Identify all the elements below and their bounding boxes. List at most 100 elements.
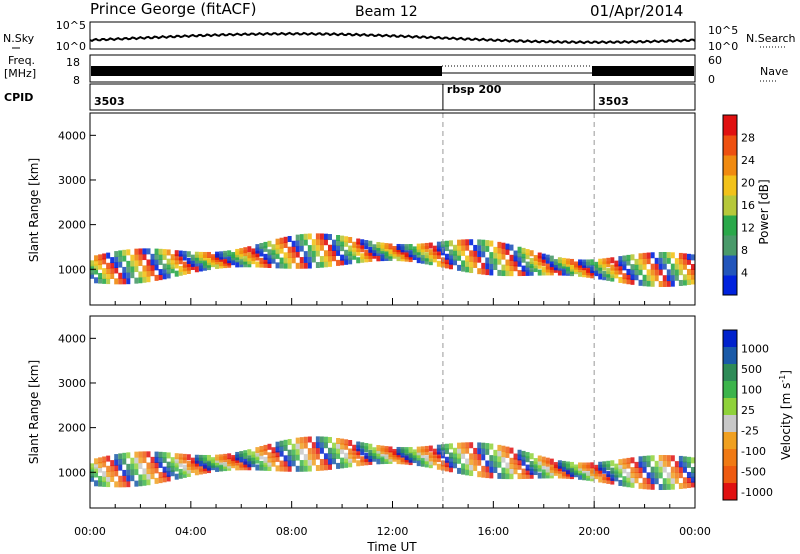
range-cell [521, 252, 526, 259]
range-cell [674, 274, 679, 281]
range-cell [537, 259, 542, 266]
range-cell [134, 469, 139, 476]
range-cell [574, 464, 579, 471]
range-cell [98, 462, 103, 469]
range-cell [481, 251, 486, 258]
range-cell [461, 463, 466, 470]
range-cell [529, 265, 534, 272]
range-cell [529, 472, 534, 479]
range-cell [485, 472, 490, 479]
range-cell [340, 457, 345, 464]
range-cell [428, 458, 433, 465]
range-cell [247, 255, 252, 262]
range-cell [638, 461, 643, 468]
range-cell [267, 456, 272, 463]
range-cell [130, 469, 135, 476]
range-cell [178, 461, 183, 468]
range-cell [686, 273, 691, 280]
range-cell [275, 446, 280, 453]
colorbar-tick-label: 8 [741, 244, 748, 257]
range-cell [485, 460, 490, 467]
range-cell [465, 255, 470, 262]
range-cell [299, 234, 304, 241]
range-cell [622, 264, 627, 271]
range-cell [678, 461, 683, 468]
range-cell [634, 269, 639, 276]
range-cell [295, 262, 300, 269]
range-cell [134, 463, 139, 470]
range-cell [291, 460, 296, 467]
colorbar-cell [723, 466, 737, 484]
colorbar-cell [723, 135, 737, 156]
range-cell [243, 458, 248, 465]
range-cell [662, 280, 667, 287]
range-cell [154, 462, 159, 469]
range-cell [283, 455, 288, 462]
range-cell [344, 236, 349, 243]
range-cell [505, 259, 510, 266]
range-cell [525, 261, 530, 268]
range-cell [404, 251, 409, 258]
range-cell [332, 244, 337, 251]
range-cell [348, 236, 353, 243]
freq-tick-top: 18 [66, 56, 80, 69]
range-cell [412, 449, 417, 456]
range-cell [485, 269, 490, 276]
range-cell [178, 269, 183, 276]
range-cell [146, 248, 151, 255]
range-cell [275, 451, 280, 458]
range-cell [134, 254, 139, 261]
range-cell [295, 245, 300, 252]
range-cell [291, 251, 296, 258]
velocity-bands [90, 436, 695, 491]
range-cell [690, 457, 695, 464]
range-cell [239, 258, 244, 265]
range-cell [578, 270, 583, 277]
range-cell [372, 447, 377, 454]
range-cell [424, 455, 429, 462]
freq-label-line2: [MHz] [4, 67, 36, 80]
time-axis-labels: 00:00 04:00 08:00 12:00 16:00 20:00 00:00 [74, 525, 711, 538]
cpid-segment-label: 3503 [598, 95, 629, 108]
range-cell [682, 279, 687, 286]
range-cell [654, 472, 659, 479]
range-cell [332, 239, 337, 246]
range-cell [416, 460, 421, 467]
range-cell [384, 446, 389, 453]
range-cell [444, 240, 449, 247]
range-cell [146, 259, 151, 266]
range-cell [525, 269, 530, 276]
range-cell [299, 465, 304, 472]
range-cell [279, 440, 284, 447]
colorbar-cell [723, 381, 737, 399]
range-cell [291, 246, 296, 253]
nsearch-tick-top: 10^5 [708, 24, 738, 37]
range-cell [275, 248, 280, 255]
range-cell [158, 248, 163, 255]
range-cell [311, 244, 316, 251]
range-cell [561, 257, 566, 264]
range-cell [340, 259, 345, 266]
range-cell [497, 253, 502, 260]
range-cell [251, 461, 256, 468]
range-cell [569, 461, 574, 468]
range-cell [537, 465, 542, 472]
range-cell [138, 462, 143, 469]
y-tick-label: 1000 [58, 466, 86, 479]
range-cell [622, 462, 627, 469]
range-cell [682, 274, 687, 281]
range-cell [436, 241, 441, 248]
range-cell [146, 270, 151, 277]
range-cell [158, 269, 163, 276]
range-cell [489, 455, 494, 462]
range-cell [106, 455, 111, 462]
range-cell [497, 241, 502, 248]
y-tick-label: 4000 [58, 129, 86, 142]
range-cell [356, 441, 361, 448]
range-cell [529, 453, 534, 460]
range-cell [146, 276, 151, 283]
range-cell [428, 255, 433, 262]
range-cell [485, 245, 490, 252]
range-cell [457, 457, 462, 464]
range-cell [501, 270, 506, 277]
